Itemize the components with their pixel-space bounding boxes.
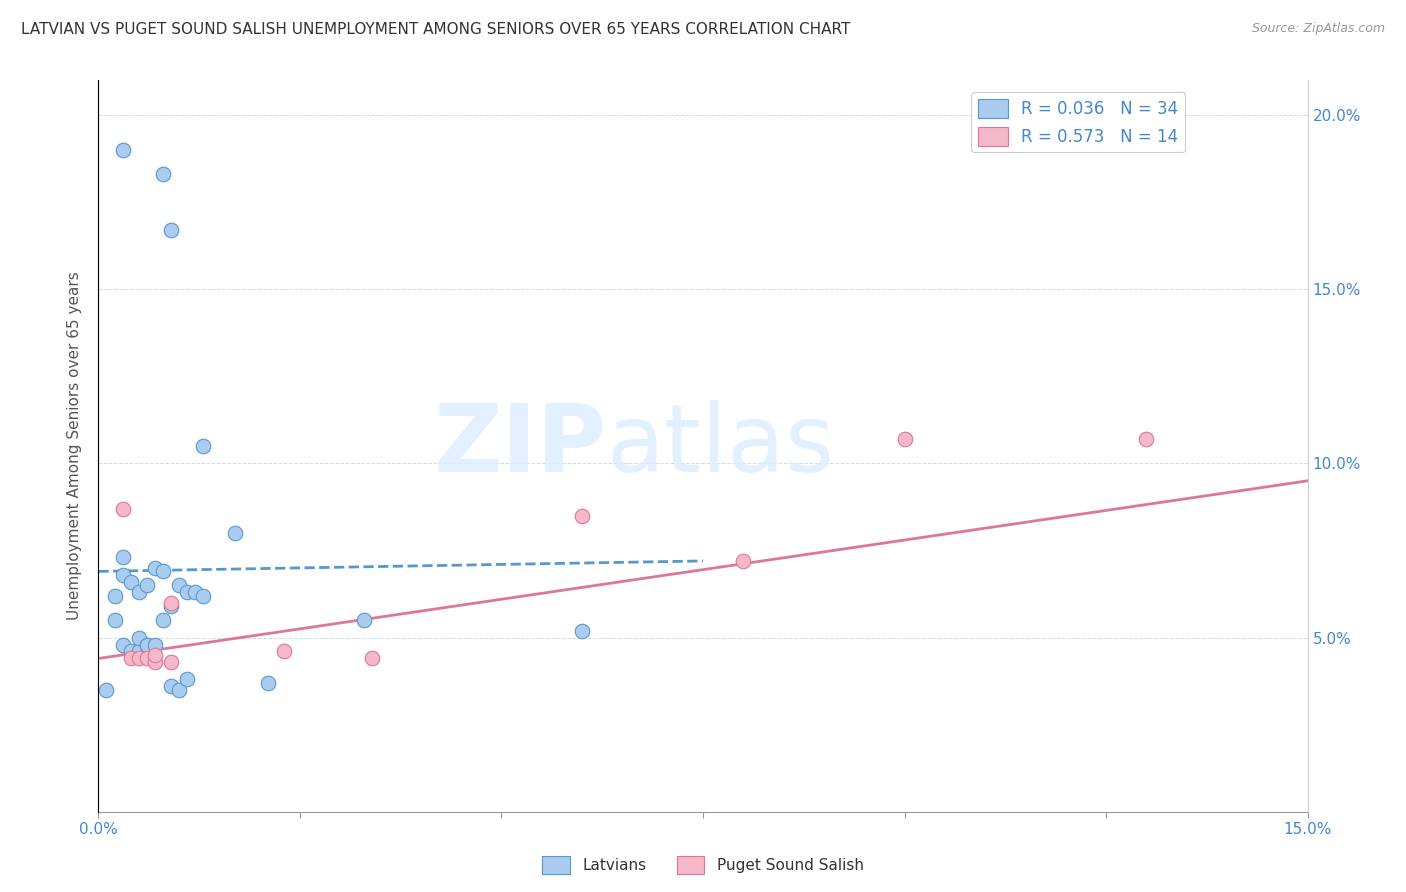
Point (128, 585, 150, 599)
Point (193, 439, 215, 453)
Point (160, 596, 183, 610)
Point (143, 655, 166, 669)
Point (120, 574, 142, 589)
Point (160, 599, 183, 614)
Point (160, 223, 183, 237)
Point (1135, 432, 1157, 446)
Point (111, 501, 134, 516)
Point (160, 655, 183, 669)
Point (111, 567, 134, 582)
Point (167, 682, 190, 697)
Point (111, 143, 134, 157)
Point (224, 526, 246, 541)
Point (184, 585, 207, 599)
Point (143, 648, 166, 662)
Text: Source: ZipAtlas.com: Source: ZipAtlas.com (1251, 22, 1385, 36)
Point (143, 561, 166, 575)
Point (103, 613, 125, 627)
Point (111, 638, 134, 652)
Point (128, 651, 150, 665)
Legend: R = 0.036   N = 34, R = 0.573   N = 14: R = 0.036 N = 34, R = 0.573 N = 14 (972, 92, 1185, 153)
Point (353, 613, 375, 627)
Legend: Latvians, Puget Sound Salish: Latvians, Puget Sound Salish (536, 850, 870, 880)
Point (571, 508, 593, 523)
Point (128, 631, 150, 645)
Point (193, 589, 215, 603)
Point (733, 554, 755, 568)
Point (103, 589, 125, 603)
Text: LATVIAN VS PUGET SOUND SALISH UNEMPLOYMENT AMONG SENIORS OVER 65 YEARS CORRELATI: LATVIAN VS PUGET SOUND SALISH UNEMPLOYME… (21, 22, 851, 37)
Point (96, 682, 118, 697)
Y-axis label: Unemployment Among Seniors over 65 years: Unemployment Among Seniors over 65 years (67, 272, 83, 620)
Point (135, 651, 157, 665)
Point (120, 651, 142, 665)
Point (152, 613, 174, 627)
Text: atlas: atlas (606, 400, 835, 492)
Point (111, 550, 134, 565)
Point (135, 638, 157, 652)
Point (120, 644, 142, 658)
Point (361, 651, 384, 665)
Point (143, 638, 166, 652)
Point (893, 432, 915, 446)
Point (176, 585, 198, 599)
Point (167, 578, 190, 592)
Point (176, 673, 198, 687)
Point (160, 679, 183, 693)
Point (273, 644, 295, 658)
Text: ZIP: ZIP (433, 400, 606, 492)
Point (135, 578, 157, 592)
Point (152, 565, 174, 579)
Point (128, 644, 150, 658)
Point (256, 676, 278, 690)
Point (571, 624, 593, 638)
Point (152, 167, 174, 181)
Point (135, 638, 157, 652)
